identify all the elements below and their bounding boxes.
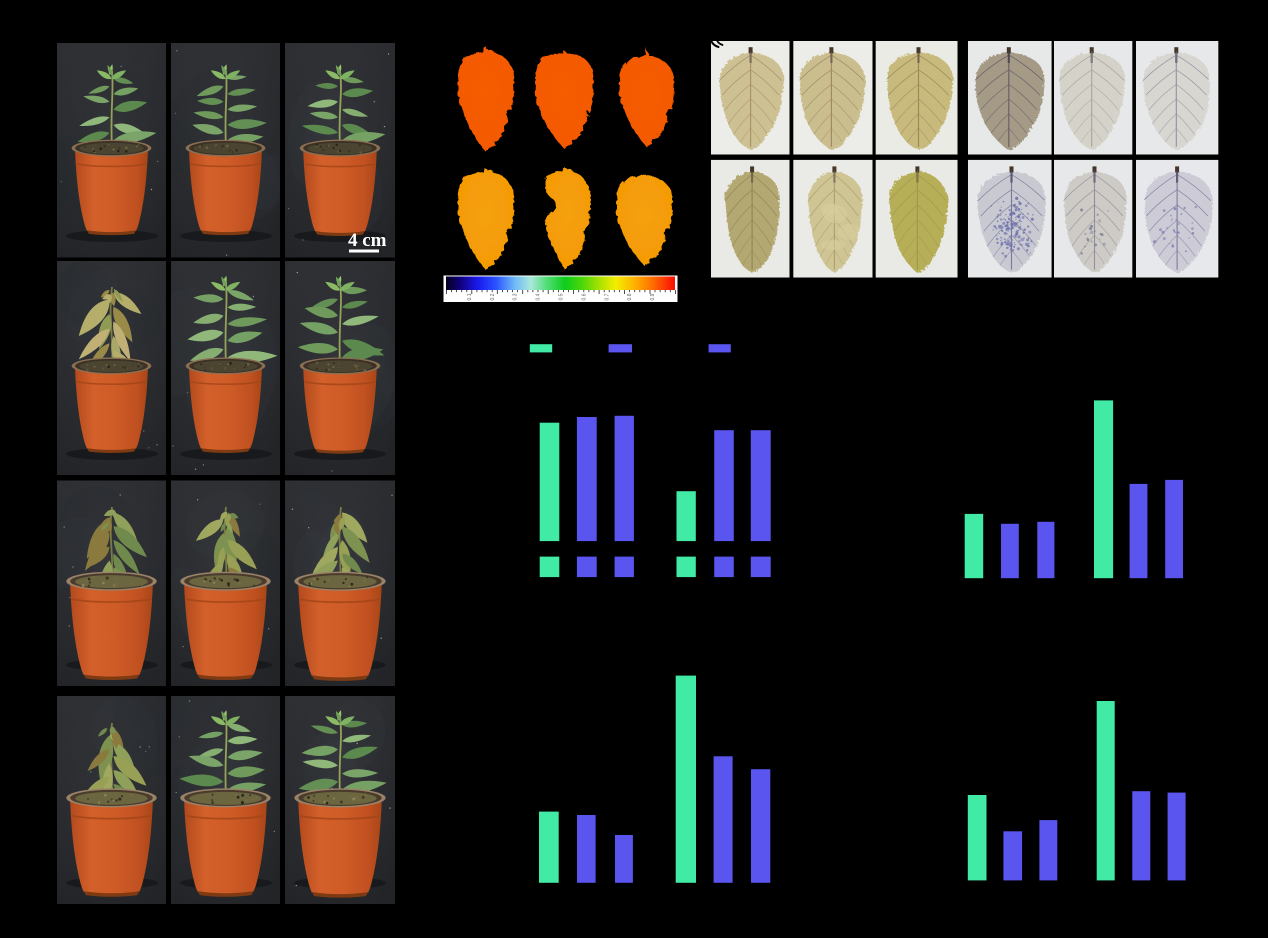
svg-text:0.3: 0.3 <box>513 293 519 300</box>
svg-text:0.4: 0.4 <box>536 293 542 300</box>
svg-text:0.9: 0.9 <box>650 293 656 300</box>
svg-text:0.5: 0.5 <box>559 293 565 300</box>
svg-text:0.1: 0.1 <box>467 293 473 300</box>
svg-text:0.8: 0.8 <box>627 293 633 300</box>
svg-text:0.7: 0.7 <box>604 293 610 300</box>
svg-text:4 cm: 4 cm <box>348 230 387 251</box>
svg-text:0.2: 0.2 <box>490 293 496 300</box>
svg-text:0.6: 0.6 <box>581 293 587 300</box>
